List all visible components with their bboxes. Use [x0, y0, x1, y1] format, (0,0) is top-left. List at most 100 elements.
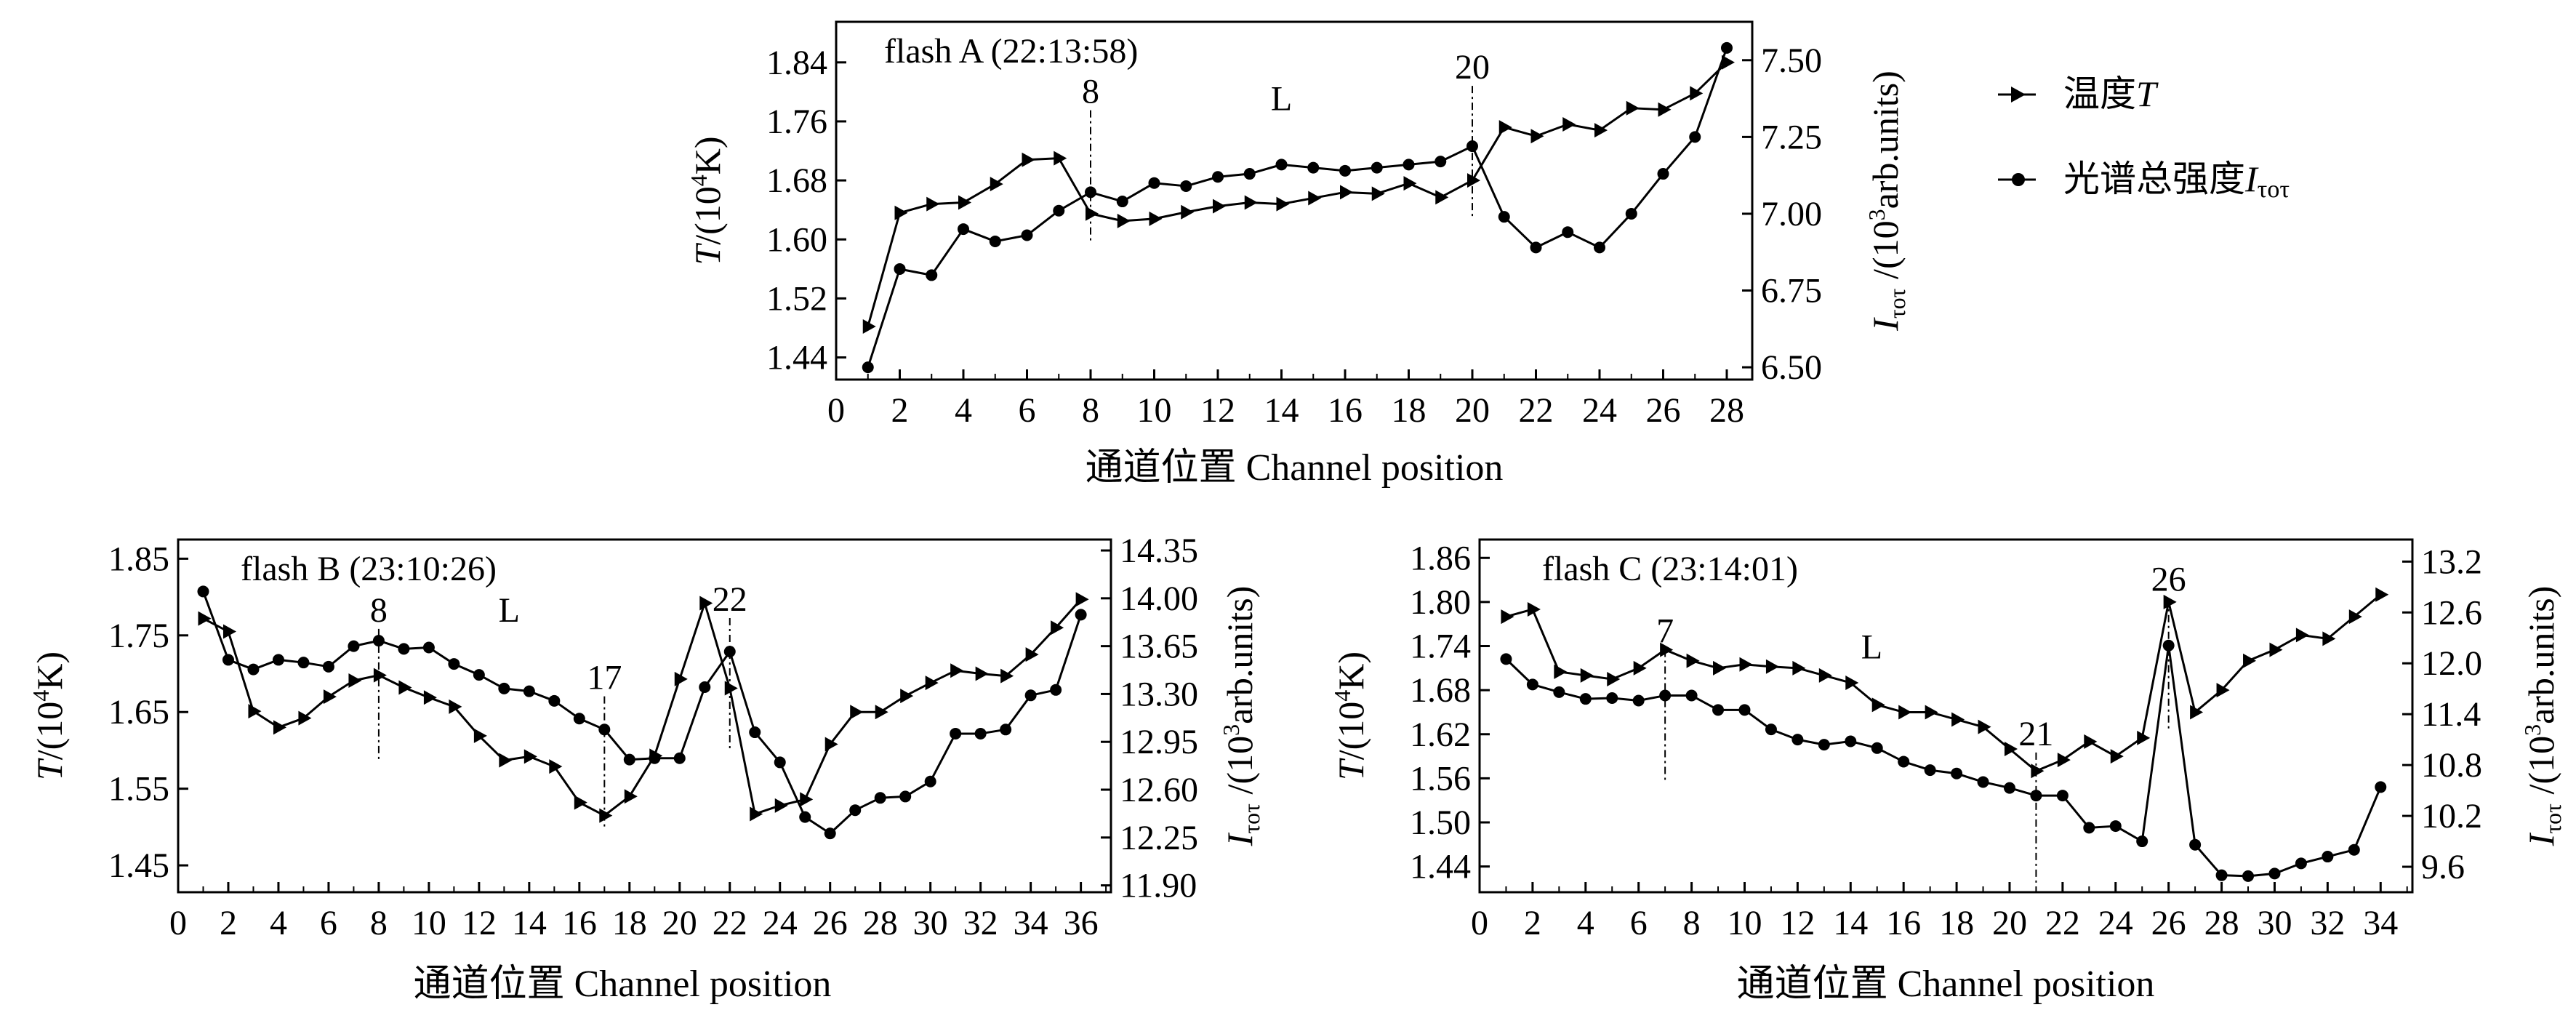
data-point-temperature: [1626, 100, 1640, 116]
data-point-intensity: [699, 681, 711, 694]
y-left-tick-label: 1.76: [766, 103, 827, 141]
x-tick-label: 24: [2098, 904, 2133, 942]
x-tick-label: 8: [1082, 391, 1099, 430]
y-right-tick-label: 13.30: [1120, 675, 1198, 713]
data-point-temperature: [1181, 204, 1195, 220]
region-label: L: [1861, 628, 1882, 667]
data-point-temperature: [1051, 620, 1064, 636]
data-point-intensity: [958, 223, 969, 236]
data-point-temperature: [875, 705, 888, 720]
channel-marker-label: 22: [713, 580, 747, 619]
x-tick-label: 18: [1392, 391, 1427, 430]
data-point-intensity: [2109, 820, 2122, 833]
data-point-intensity: [2189, 838, 2202, 851]
data-point-temperature: [950, 663, 964, 678]
data-point-temperature: [2084, 734, 2098, 749]
y-left-tick-label: 1.74: [1410, 628, 1471, 666]
x-tick-label: 28: [863, 904, 898, 942]
x-tick-label: 30: [2257, 904, 2292, 942]
data-point-temperature: [1149, 211, 1163, 226]
data-point-intensity: [348, 640, 360, 652]
chart-flash-c: 0 2 4 6 8 10 12 14 16 18 20 22 24 26 28 30 32 341.441.501…: [1329, 538, 2566, 1005]
series-line-temperature: [1506, 593, 2382, 772]
y-left-tick-label: 1.86: [1410, 539, 1471, 577]
channel-marker-label: 26: [2151, 561, 2186, 599]
data-point-temperature: [1371, 186, 1385, 201]
data-point-intensity: [1053, 204, 1065, 217]
data-point-intensity: [222, 654, 234, 666]
data-point-temperature: [1403, 176, 1417, 191]
data-point-temperature: [323, 689, 337, 705]
data-point-temperature: [958, 195, 971, 210]
channel-marker-label: 7: [1656, 612, 1674, 650]
data-point-intensity: [498, 682, 510, 694]
data-point-temperature: [599, 808, 613, 823]
data-point-temperature: [1722, 55, 1735, 70]
y-left-tick-label: 1.45: [108, 846, 169, 885]
y-right-tick-label: 10.8: [2421, 746, 2482, 785]
data-point-temperature: [1951, 712, 1965, 727]
x-tick-label: 16: [1328, 391, 1363, 430]
data-point-intensity: [2056, 790, 2069, 802]
data-point-intensity: [623, 753, 635, 766]
x-tick-label: 6: [1630, 904, 1648, 942]
y-left-tick-label: 1.50: [1410, 803, 1471, 842]
y-left-axis-label: T/(104K): [28, 652, 70, 780]
x-tick-label: 0: [169, 904, 187, 942]
data-point-intensity: [862, 361, 874, 374]
data-point-intensity: [422, 641, 435, 654]
data-point-intensity: [1712, 704, 1725, 716]
data-point-temperature: [674, 671, 688, 686]
x-tick-label: 10: [412, 904, 446, 942]
data-point-intensity: [2083, 822, 2095, 834]
plot-frame: [1478, 538, 2414, 894]
x-tick-label: 36: [1064, 904, 1099, 942]
data-point-temperature: [1580, 668, 1594, 683]
data-point-temperature: [2004, 741, 2018, 756]
data-point-intensity: [824, 827, 836, 840]
y-left-axis-label: T/(104K): [1329, 652, 1371, 780]
y-right-axis-label: Iτοτ /(103arb.units): [2519, 586, 2566, 847]
data-point-temperature: [926, 196, 940, 212]
data-point-intensity: [1924, 764, 1936, 777]
legend-intensity-text: 光谱总强度Iτοτ: [2063, 159, 2290, 203]
data-point-intensity: [673, 752, 686, 764]
y-right-tick-label: 12.60: [1120, 771, 1198, 809]
data-point-intensity: [1562, 226, 1574, 239]
data-point-temperature: [2031, 764, 2045, 779]
region-label: L: [499, 591, 520, 630]
chart-title: flash B (23:10:26): [241, 550, 497, 588]
x-tick-label: 30: [913, 904, 948, 942]
data-point-intensity: [1871, 742, 1883, 754]
y-right-tick-label: 11.4: [2421, 695, 2481, 734]
data-point-intensity: [1148, 177, 1160, 189]
data-point-intensity: [2003, 782, 2015, 794]
data-point-intensity: [448, 658, 460, 670]
data-point-intensity: [1579, 693, 1592, 705]
data-point-intensity: [1791, 734, 1804, 746]
series-line-temperature: [202, 598, 1082, 817]
data-point-intensity: [1765, 724, 1777, 736]
data-point-intensity: [2136, 835, 2148, 848]
data-point-intensity: [372, 635, 385, 647]
y-right-tick-label: 6.50: [1761, 348, 1822, 387]
x-tick-label: 22: [1519, 391, 1554, 430]
data-point-intensity: [1116, 196, 1128, 208]
x-tick-label: 14: [1264, 391, 1299, 430]
x-tick-label: 20: [662, 904, 697, 942]
data-point-temperature: [724, 681, 738, 696]
data-point-temperature: [1244, 195, 1258, 210]
data-point-intensity: [1606, 692, 1618, 705]
data-point-temperature: [2216, 683, 2230, 698]
data-point-intensity: [1339, 164, 1351, 177]
data-point-temperature: [1594, 123, 1608, 138]
y-left-tick-label: 1.52: [766, 279, 827, 318]
data-point-intensity: [2162, 639, 2175, 652]
data-point-temperature: [1025, 647, 1039, 662]
data-point-intensity: [247, 663, 260, 676]
y-right-tick-label: 7.00: [1761, 195, 1822, 233]
data-point-temperature: [850, 705, 864, 720]
data-point-intensity: [974, 727, 987, 740]
data-point-intensity: [2322, 851, 2334, 863]
